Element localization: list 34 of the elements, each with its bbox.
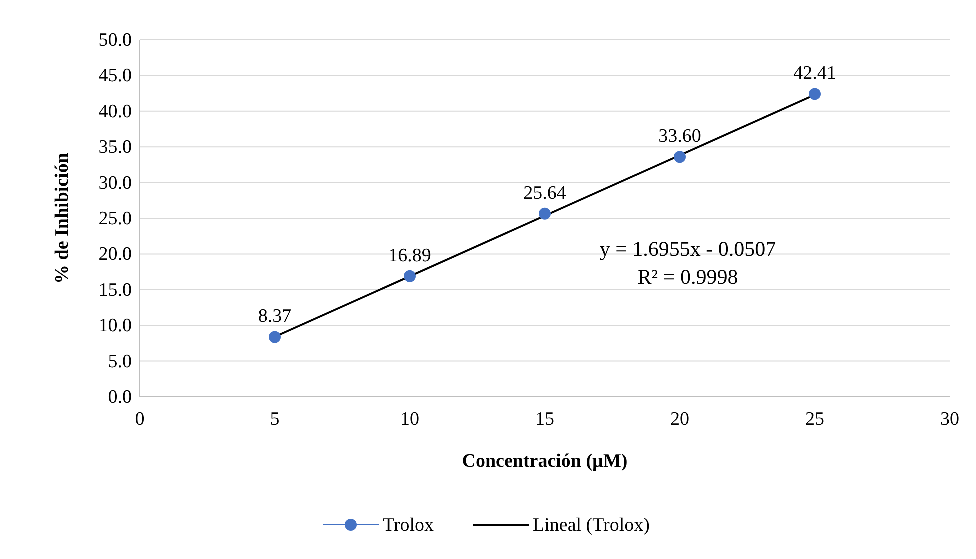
data-label: 8.37 <box>258 306 292 328</box>
x-tick-label: 30 <box>940 409 960 430</box>
data-label: 25.64 <box>524 182 567 204</box>
data-label: 33.60 <box>658 126 702 148</box>
x-tick-label: 10 <box>400 409 420 430</box>
x-tick-label: 0 <box>135 409 145 430</box>
point <box>269 331 281 344</box>
y-tick-label: 0.0 <box>108 387 132 408</box>
annotation: y = 1.6955x - 0.0507 <box>600 237 776 261</box>
x-tick-label: 25 <box>806 409 824 430</box>
annotation: R² = 0.9998 <box>638 265 738 289</box>
data-label: 42.41 <box>794 63 836 84</box>
y-tick-label: 40.0 <box>98 101 132 122</box>
legend-label: Lineal (Trolox) <box>533 515 650 536</box>
y-tick-label: 15.0 <box>98 280 132 301</box>
y-tick-label: 35.0 <box>98 137 132 158</box>
y-tick-label: 20.0 <box>98 244 132 266</box>
y-tick-label: 10.0 <box>98 316 132 337</box>
x-tick-label: 5 <box>270 409 280 430</box>
point <box>404 270 416 282</box>
y-tick-label: 25.0 <box>98 208 132 230</box>
y-tick-label: 50.0 <box>98 30 132 51</box>
y-tick-label: 45.0 <box>98 66 132 87</box>
x-tick-label: 15 <box>536 409 554 430</box>
legend-label: Trolox <box>383 515 435 536</box>
x-tick-label: 20 <box>670 409 690 430</box>
y-axis-title: % de Inhibición <box>52 152 73 284</box>
y-tick-label: 5.0 <box>108 351 132 372</box>
data-label: 16.89 <box>388 245 432 266</box>
x-axis-title: Concentración (µM) <box>462 451 628 472</box>
point <box>539 208 551 220</box>
point <box>674 151 686 164</box>
point <box>809 88 821 100</box>
y-tick-label: 30.0 <box>98 172 132 194</box>
